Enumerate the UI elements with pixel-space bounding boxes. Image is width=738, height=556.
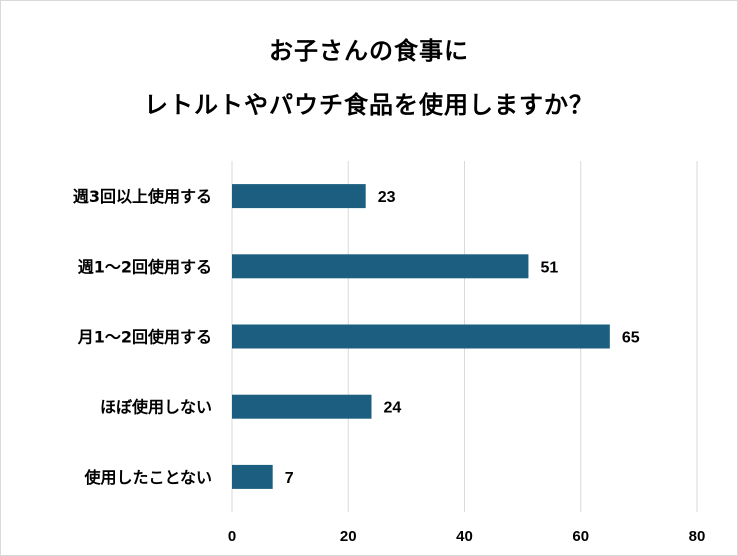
bar [232, 464, 273, 489]
bar [232, 394, 372, 419]
category-label: ほぼ使用しない [100, 398, 212, 417]
bar [232, 254, 529, 279]
x-tick-label: 40 [456, 528, 473, 545]
data-label: 7 [285, 470, 294, 487]
category-label: 週3回以上使用する [73, 187, 212, 206]
bar [232, 184, 366, 209]
data-label: 51 [540, 259, 558, 276]
x-tick-label: 20 [340, 528, 357, 545]
x-tick-label: 80 [689, 528, 706, 545]
category-label: 週1〜2回使用する [78, 257, 212, 276]
data-label: 23 [378, 189, 396, 206]
x-tick-label: 60 [572, 528, 589, 545]
chart-title-line-1: お子さんの食事に [269, 37, 469, 65]
x-tick-label: 0 [228, 528, 236, 545]
category-label: 使用したことない [83, 468, 212, 487]
bar [232, 324, 610, 349]
data-label: 24 [384, 400, 402, 417]
category-label: 月1〜2回使用する [77, 328, 212, 347]
data-label: 65 [622, 330, 640, 347]
chart-title-line-2: レトルトやパウチ食品を使用しますか？ [144, 91, 594, 119]
